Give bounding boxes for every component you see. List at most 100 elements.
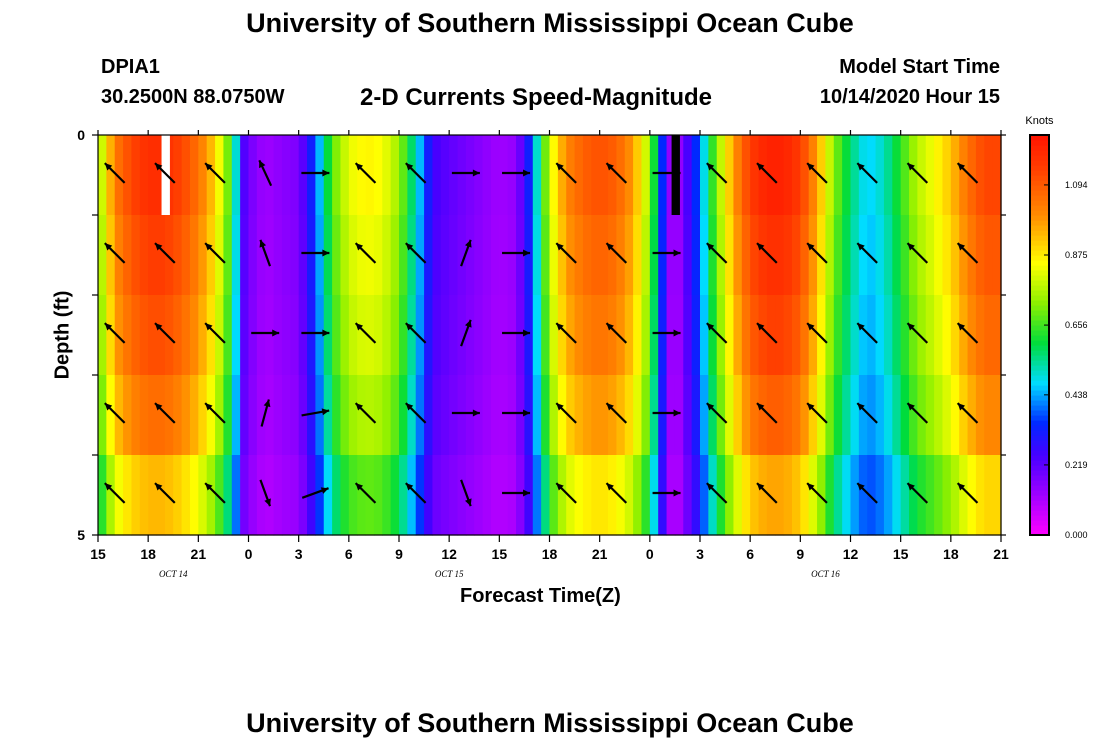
- heatmap-cell: [365, 375, 375, 456]
- heatmap-cell: [340, 375, 350, 456]
- heatmap-cell: [432, 455, 442, 536]
- heatmap-cell: [950, 455, 960, 536]
- heatmap-cell: [775, 455, 785, 536]
- heatmap-cell: [248, 295, 258, 376]
- heatmap-cell: [975, 135, 985, 216]
- current-arrow: [956, 322, 979, 344]
- heatmap-cell: [683, 295, 693, 376]
- heatmap-cell: [624, 215, 634, 296]
- heatmap-cell: [599, 455, 609, 536]
- heatmap-cell: [457, 215, 467, 296]
- heatmap-cell: [281, 215, 291, 296]
- heatmap-cell: [298, 135, 308, 216]
- heatmap-cell: [775, 215, 785, 296]
- heatmap-cell: [173, 295, 183, 376]
- heatmap-cell: [449, 215, 459, 296]
- heatmap-cell: [984, 455, 994, 536]
- colorbar-segment: [1030, 465, 1049, 471]
- heatmap-cell: [783, 295, 793, 376]
- current-arrow: [956, 402, 979, 424]
- heatmap-cell: [934, 455, 944, 536]
- current-arrow: [204, 482, 226, 504]
- heatmap-cell: [858, 295, 868, 376]
- heatmap-cell: [532, 215, 542, 296]
- heatmap-cell: [666, 135, 676, 216]
- heatmap-cell: [608, 135, 617, 216]
- y-tick-label: 0: [77, 127, 85, 143]
- heatmap-cell: [649, 375, 659, 456]
- heatmap-cell: [658, 455, 668, 536]
- heatmap-cell: [215, 455, 225, 536]
- heatmap-cell: [950, 135, 960, 216]
- date-label: OCT 15: [435, 569, 464, 579]
- heatmap-cell: [474, 295, 484, 376]
- heatmap-cell: [942, 375, 952, 456]
- colorbar-segment: [1030, 360, 1049, 366]
- heatmap-cell: [825, 295, 835, 376]
- heatmap-cell: [766, 295, 776, 376]
- current-arrow: [104, 402, 126, 424]
- heatmap-cell: [298, 455, 308, 536]
- colorbar-segment: [1030, 165, 1049, 171]
- heatmap-cell: [549, 375, 559, 456]
- colorbar-segment: [1030, 340, 1049, 346]
- heatmap-cell: [348, 295, 358, 376]
- heatmap-cell: [875, 375, 885, 456]
- heatmap-cell: [733, 135, 743, 216]
- heatmap-cell: [181, 215, 191, 296]
- heatmap-cell: [390, 295, 400, 376]
- heatmap-cell: [223, 295, 233, 376]
- heatmap-cell: [131, 215, 141, 296]
- heatmap-cell: [959, 135, 969, 216]
- heatmap-cell: [566, 295, 576, 376]
- heatmap-cell: [741, 295, 751, 376]
- current-arrow: [706, 242, 728, 264]
- current-arrow: [104, 322, 126, 344]
- current-arrow: [502, 329, 531, 337]
- colorbar-segment: [1030, 485, 1049, 491]
- heatmap-cell: [541, 295, 551, 376]
- colorbar-segment: [1030, 275, 1049, 281]
- heatmap-cell: [524, 215, 534, 296]
- heatmap-cell: [298, 215, 308, 296]
- heatmap-cell: [800, 135, 810, 216]
- heatmap-cell: [323, 295, 333, 376]
- heatmap-cell: [382, 215, 392, 296]
- heatmap-cell: [950, 215, 960, 296]
- heatmap-cell: [206, 455, 216, 536]
- colorbar-segment: [1030, 215, 1049, 221]
- heatmap-cell: [315, 295, 325, 376]
- heatmap-cell: [499, 455, 509, 536]
- heatmap-cell: [490, 135, 500, 216]
- heatmap-cell: [365, 295, 375, 376]
- heatmap-cell: [173, 215, 183, 296]
- colorbar-segment: [1030, 450, 1049, 456]
- heatmap-cell: [357, 375, 367, 456]
- colorbar-segment: [1030, 235, 1049, 241]
- current-arrow: [906, 402, 929, 424]
- heatmap-cell: [666, 375, 676, 456]
- heatmap-cell: [725, 295, 735, 376]
- current-arrow: [652, 489, 681, 497]
- heatmap-cell: [198, 135, 208, 216]
- colorbar-segment: [1030, 325, 1049, 331]
- colorbar-segment: [1030, 475, 1049, 481]
- colorbar-tick-label: 1.094: [1065, 180, 1088, 190]
- heatmap-cell: [106, 455, 116, 536]
- colorbar-segment: [1030, 410, 1049, 416]
- heatmap-cell: [842, 455, 852, 536]
- heatmap-cell: [791, 375, 801, 456]
- heatmap-cell: [189, 135, 199, 216]
- current-arrow: [806, 482, 828, 504]
- colorbar-tick-label: 0.219: [1065, 460, 1088, 470]
- heatmap-cell: [758, 375, 768, 456]
- heatmap-cell: [641, 135, 651, 216]
- heatmap-cell: [591, 135, 601, 216]
- current-arrow: [154, 162, 176, 184]
- heatmap-cell: [883, 295, 893, 376]
- heatmap-cell: [858, 215, 868, 296]
- heatmap-cell: [131, 455, 141, 536]
- heatmap-cell: [265, 295, 275, 376]
- heatmap-cell: [842, 215, 852, 296]
- heatmap-cell: [114, 455, 124, 536]
